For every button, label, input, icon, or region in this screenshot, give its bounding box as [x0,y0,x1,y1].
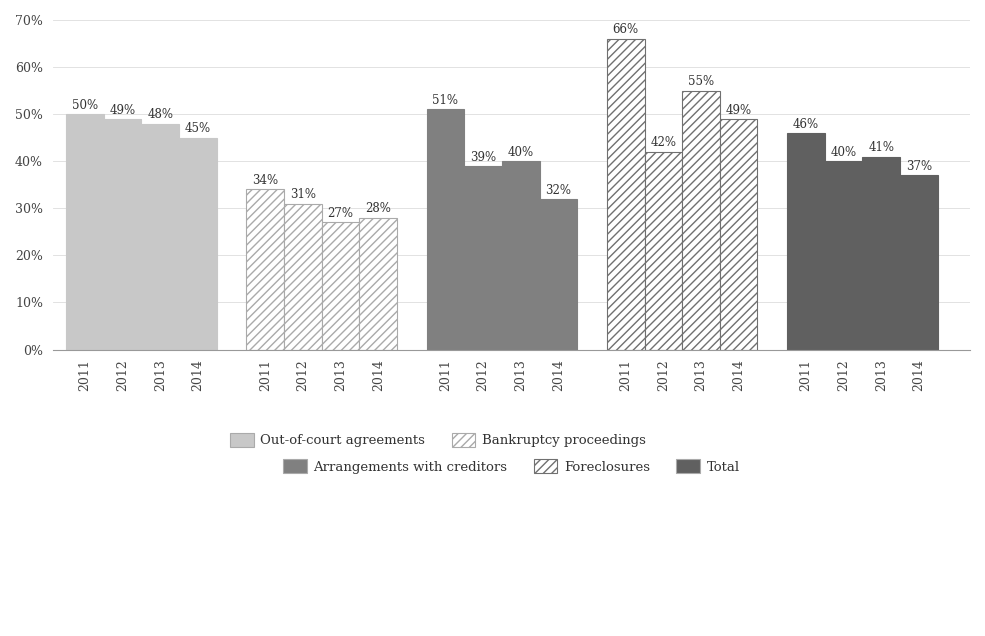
Bar [607,39,644,350]
Bar [284,204,322,350]
Text: 46%: 46% [793,118,819,130]
Text: 27%: 27% [328,207,354,220]
Text: 42%: 42% [650,137,677,149]
Text: 34%: 34% [252,174,279,187]
Text: 32%: 32% [546,184,571,197]
Bar [103,119,142,350]
Bar [787,133,824,350]
Text: 39%: 39% [470,151,496,163]
Text: 45%: 45% [185,122,211,135]
Text: 48%: 48% [148,108,173,121]
Bar [824,162,863,350]
Bar [66,114,103,350]
Bar [142,123,179,350]
Bar [360,218,397,350]
Text: 28%: 28% [365,202,391,216]
Text: 55%: 55% [688,75,714,88]
Text: 41%: 41% [868,141,894,154]
Legend: Arrangements with creditors, Foreclosures, Total: Arrangements with creditors, Foreclosure… [279,455,744,478]
Bar [502,162,540,350]
Bar [322,223,360,350]
Bar [683,90,720,350]
Bar [179,138,217,350]
Text: 40%: 40% [830,146,857,159]
Text: 49%: 49% [726,104,752,116]
Bar [900,176,938,350]
Bar [464,166,502,350]
Bar [540,199,577,350]
Text: 51%: 51% [432,94,458,107]
Bar [644,152,683,350]
Bar [863,156,900,350]
Text: 31%: 31% [290,188,316,201]
Bar [427,109,464,350]
Text: 50%: 50% [72,99,99,112]
Text: 37%: 37% [906,160,932,173]
Text: 40%: 40% [507,146,534,159]
Text: 66%: 66% [613,24,638,36]
Text: 49%: 49% [109,104,136,116]
Bar [246,190,284,350]
Bar [720,119,757,350]
